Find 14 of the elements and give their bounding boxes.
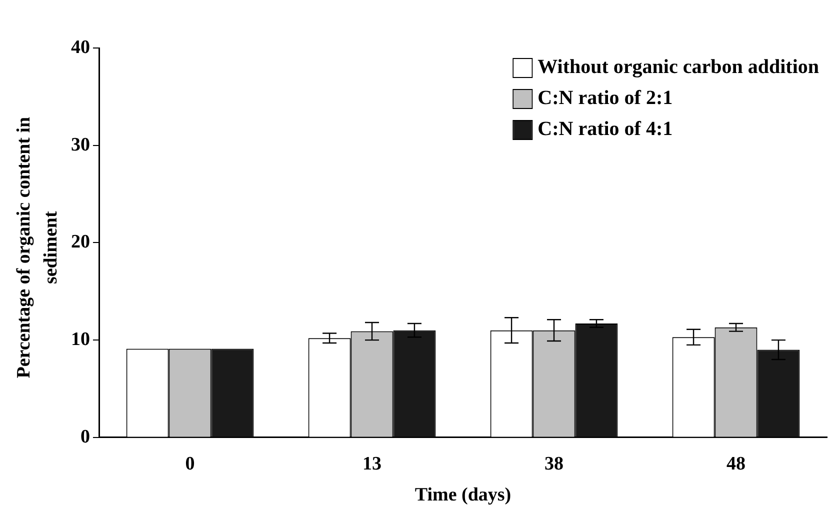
x-tick-label: 13 bbox=[362, 454, 382, 475]
legend-label: C:N ratio of 2:1 bbox=[538, 87, 673, 110]
legend-label: C:N ratio of 4:1 bbox=[538, 118, 673, 140]
y-axis-title: Percentage of organic content in sediment bbox=[12, 116, 62, 381]
x-tick-label: 0 bbox=[185, 454, 195, 475]
x-tick-label: 38 bbox=[544, 454, 564, 475]
legend-label: Without organic carbon addition bbox=[538, 56, 820, 78]
y-tick-label: 40 bbox=[71, 36, 90, 58]
x-tick-label: 48 bbox=[726, 454, 746, 475]
y-tick-label: 0 bbox=[80, 426, 90, 448]
y-tick-label: 10 bbox=[71, 328, 90, 350]
y-tick-label: 20 bbox=[71, 232, 90, 253]
y-tick-label: 30 bbox=[71, 134, 90, 156]
x-axis-title: Time (days) bbox=[414, 484, 512, 506]
